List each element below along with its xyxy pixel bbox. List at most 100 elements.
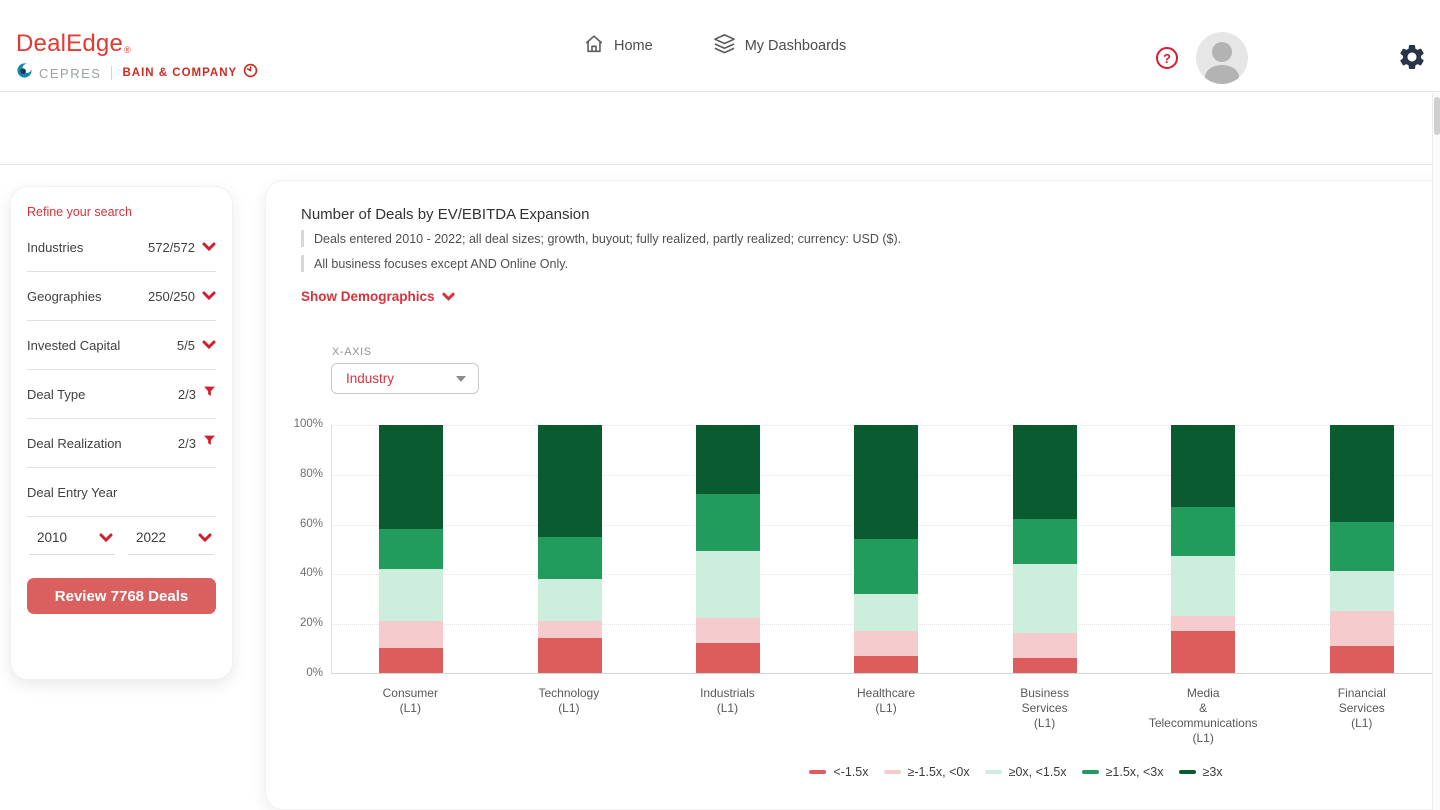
filter-count: 2/3 bbox=[177, 386, 196, 402]
filter-label: Geographies bbox=[27, 288, 102, 304]
bar-segment[interactable] bbox=[537, 536, 602, 579]
main-nav: Home My Dashboards bbox=[583, 0, 846, 91]
bar-segment[interactable] bbox=[1171, 556, 1236, 616]
bar-segment[interactable] bbox=[854, 655, 919, 673]
bar-segment[interactable] bbox=[854, 539, 919, 594]
bar-segment[interactable] bbox=[537, 620, 602, 639]
bar-segment[interactable] bbox=[1171, 615, 1236, 631]
bar-segment[interactable] bbox=[379, 648, 444, 673]
chart-card: Number of Deals by EV/EBITDA Expansion D… bbox=[265, 180, 1440, 810]
bar-segment[interactable] bbox=[1012, 563, 1077, 634]
avatar-body bbox=[1205, 65, 1239, 84]
year-to-select[interactable]: 2022 bbox=[128, 530, 214, 555]
xaxis-dropdown[interactable]: Industry bbox=[331, 363, 479, 394]
bar-segment[interactable] bbox=[379, 620, 444, 649]
bar-segment[interactable] bbox=[696, 551, 761, 619]
bar-industrials-l1[interactable] bbox=[696, 425, 761, 673]
y-tick-label: 40% bbox=[299, 567, 323, 580]
year-from-select[interactable]: 2010 bbox=[29, 530, 115, 555]
caret-down-icon bbox=[456, 375, 466, 382]
bar-healthcare-l1[interactable] bbox=[854, 425, 919, 673]
scrollbar-thumb[interactable] bbox=[1434, 97, 1440, 135]
bar-segment[interactable] bbox=[379, 425, 444, 530]
filter-geographies[interactable]: Geographies 250/250 bbox=[27, 272, 216, 321]
legend-item-1-5x: <-1.5x bbox=[809, 765, 869, 779]
legend-label: ≥0x, <1.5x bbox=[1008, 765, 1067, 779]
bar-segment[interactable] bbox=[854, 425, 919, 540]
bar-column-consumer bbox=[332, 425, 490, 673]
cepres-logo-icon bbox=[16, 62, 33, 84]
bar-segment[interactable] bbox=[1329, 645, 1394, 673]
settings-gear-icon[interactable] bbox=[1397, 42, 1427, 77]
bar-segment[interactable] bbox=[1329, 521, 1394, 572]
filter-deal-type[interactable]: Deal Type 2/3 bbox=[27, 370, 216, 419]
dealedge-logo-text: DealEdge® bbox=[16, 30, 131, 57]
y-tick-label: 20% bbox=[299, 617, 323, 630]
bar-media-telecommunications-l1[interactable] bbox=[1171, 425, 1236, 673]
bar-segment[interactable] bbox=[537, 638, 602, 673]
bar-financial-services-l1[interactable] bbox=[1329, 425, 1394, 673]
xaxis-label: X-AXIS bbox=[332, 346, 372, 358]
bar-business-services-l1[interactable] bbox=[1012, 425, 1077, 673]
dealedge-logo[interactable]: DealEdge® CEPRES BAIN & COMPANY bbox=[16, 30, 258, 84]
bar-segment[interactable] bbox=[696, 643, 761, 673]
header: DealEdge® CEPRES BAIN & COMPANY Home bbox=[0, 0, 1440, 92]
filter-industries[interactable]: Industries 572/572 bbox=[27, 223, 216, 272]
bar-segment[interactable] bbox=[1171, 506, 1236, 557]
bar-column-industrials bbox=[649, 425, 807, 673]
bar-segment[interactable] bbox=[696, 425, 761, 495]
avatar-head bbox=[1212, 42, 1232, 62]
nav-home[interactable]: Home bbox=[583, 33, 653, 59]
bar-segment[interactable] bbox=[854, 630, 919, 656]
filter-label: Invested Capital bbox=[27, 337, 121, 353]
legend-label: ≥1.5x, <3x bbox=[1105, 765, 1164, 779]
bar-segment[interactable] bbox=[537, 425, 602, 537]
y-tick-label: 80% bbox=[299, 467, 323, 480]
filter-count: 572/572 bbox=[148, 239, 195, 255]
bar-segment[interactable] bbox=[1012, 519, 1077, 564]
bar-column-technology bbox=[490, 425, 648, 673]
bar-segment[interactable] bbox=[1012, 425, 1077, 520]
bars bbox=[332, 425, 1440, 673]
help-icon[interactable]: ? bbox=[1156, 47, 1178, 69]
bar-segment[interactable] bbox=[1012, 658, 1077, 673]
category-label: Consumer (L1) bbox=[382, 686, 438, 715]
bar-technology-l1[interactable] bbox=[537, 425, 602, 673]
filter-deal-realization[interactable]: Deal Realization 2/3 bbox=[27, 419, 216, 468]
show-demographics-toggle[interactable]: Show Demographics bbox=[301, 289, 455, 304]
nav-home-label: Home bbox=[614, 37, 653, 54]
scrollbar[interactable] bbox=[1432, 93, 1440, 810]
review-deals-button[interactable]: Review 7768 Deals bbox=[27, 578, 216, 614]
bar-segment[interactable] bbox=[537, 578, 602, 621]
bar-segment[interactable] bbox=[1329, 571, 1394, 611]
bar-segment[interactable] bbox=[1329, 425, 1394, 522]
bain-logo-text: BAIN & COMPANY bbox=[122, 67, 238, 79]
bar-segment[interactable] bbox=[696, 618, 761, 644]
bar-segment[interactable] bbox=[1012, 633, 1077, 659]
bar-segment[interactable] bbox=[854, 593, 919, 631]
bar-segment[interactable] bbox=[379, 568, 444, 621]
bar-column-media bbox=[1124, 425, 1282, 673]
bar-segment[interactable] bbox=[1329, 610, 1394, 646]
bar-segment[interactable] bbox=[696, 494, 761, 552]
filter-invested-capital[interactable]: Invested Capital 5/5 bbox=[27, 321, 216, 370]
y-tick-label: 0% bbox=[306, 667, 323, 679]
bar-segment[interactable] bbox=[1171, 630, 1236, 673]
bar-column-healthcare bbox=[807, 425, 965, 673]
subheader-band bbox=[0, 92, 1440, 165]
nav-my-dashboards[interactable]: My Dashboards bbox=[713, 32, 846, 59]
year-to-value: 2022 bbox=[136, 530, 167, 545]
bar-segment[interactable] bbox=[379, 529, 444, 569]
category-label: Media & Telecommunications (L1) bbox=[1148, 686, 1258, 745]
subtitle-accent-bar bbox=[301, 255, 304, 272]
legend-swatch bbox=[1178, 770, 1196, 774]
year-from-value: 2010 bbox=[37, 530, 68, 545]
legend-swatch bbox=[984, 770, 1002, 774]
filter-value-group: 5/5 bbox=[177, 336, 216, 354]
bar-segment[interactable] bbox=[1171, 425, 1236, 507]
category-label: Industrials (L1) bbox=[700, 686, 755, 715]
avatar[interactable] bbox=[1196, 32, 1248, 84]
bar-consumer-l1[interactable] bbox=[379, 425, 444, 673]
filter-deal-entry-year[interactable]: Deal Entry Year bbox=[27, 468, 216, 517]
